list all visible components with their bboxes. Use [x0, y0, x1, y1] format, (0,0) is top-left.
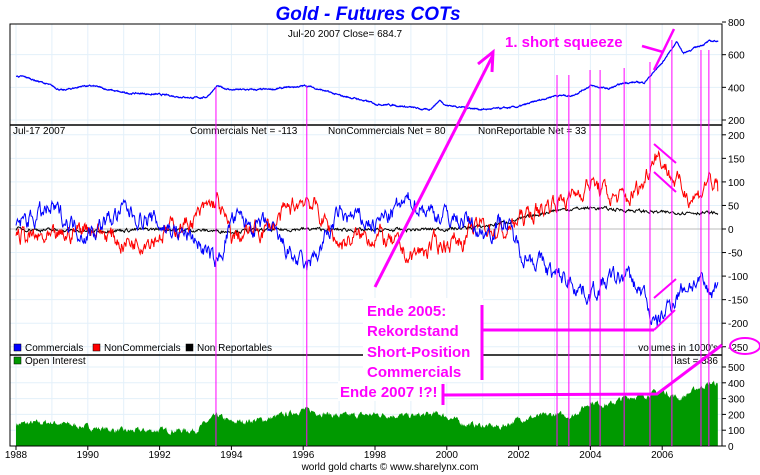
y-tick-label: 800: [728, 18, 745, 29]
y-tick-label: 600: [728, 51, 745, 62]
nonreportable-net: NonReportable Net = 33: [478, 126, 587, 137]
ende2005-line-4: Commercials: [367, 364, 461, 381]
y-tick-label: 0: [728, 442, 734, 453]
y-tick-label: 50: [728, 201, 740, 212]
squeeze-pointer: [641, 44, 664, 54]
noncommercials-net: NonCommercials Net = 80: [328, 126, 446, 137]
x-tick-label: 1998: [364, 450, 387, 461]
y-tick-label: -150: [728, 296, 748, 307]
marker-lines: [215, 40, 710, 446]
legend-swatch-nonreportables: [185, 343, 194, 352]
x-tick-label: 1994: [220, 450, 243, 461]
ende2005-box: [363, 298, 483, 382]
annotations: 1. short squeeze Ende 2005: Rekordstand …: [215, 28, 760, 446]
y-tick-label: 150: [728, 154, 745, 165]
y-tick-label: 200: [728, 131, 745, 142]
x-tick-label: 2004: [579, 450, 602, 461]
minus-250-highlight: [729, 337, 760, 355]
x-tick-label: 2000: [436, 450, 459, 461]
blue-wedge-top: [653, 278, 677, 299]
nonreportables-line: [15, 205, 719, 235]
short-squeeze-label: 1. short squeeze: [505, 34, 623, 51]
y-tick-label: -100: [728, 272, 748, 283]
y-tick-label: 100: [728, 178, 745, 189]
open-interest-area: [16, 380, 718, 446]
legend-swatch-commercials: [13, 343, 22, 352]
commercials-net: Commercials Net = -113: [190, 126, 298, 137]
y-tick-label: -50: [728, 249, 743, 260]
legend-label-noncommercials: NonCommercials: [104, 343, 181, 354]
blue-wedge-bottom: [653, 309, 676, 331]
x-tick-label: 1988: [5, 450, 28, 461]
x-tick-label: 1996: [292, 450, 315, 461]
x-tick-label: 1992: [148, 450, 171, 461]
legend-swatch-open-interest: [13, 356, 22, 365]
chart-footer: world gold charts © www.sharelynx.com: [301, 462, 479, 473]
red-wedge-top: [653, 143, 677, 164]
cot-date: Jul-17 2007: [13, 126, 66, 137]
y-tick-label: 200: [728, 410, 745, 421]
ende2007-box: [338, 381, 442, 401]
plot-frame: [9, 23, 723, 447]
squeeze-arrow-head: [477, 48, 495, 73]
price-header: Jul-20 2007 Close= 684.7: [288, 29, 403, 40]
commercials-line: [15, 192, 719, 327]
y-tick-label: -200: [728, 319, 748, 330]
legend-label-commercials: Commercials: [25, 343, 83, 354]
y-tick-label: 300: [728, 395, 745, 406]
legend-swatch-noncommercials: [92, 343, 101, 352]
ende2007-label: Ende 2007 !?!: [340, 384, 438, 401]
legend-label-open-interest: Open Interest: [25, 356, 86, 367]
y-tick-label: 0: [728, 225, 734, 236]
legend-label-nonreportables: Non Reportables: [197, 343, 272, 354]
cot-legend: Commercials NonCommercials Non Reportabl…: [13, 343, 272, 354]
ende2005-line-3: Short-Position: [367, 344, 470, 361]
squeeze-pointer-2: [652, 28, 676, 71]
y-tick-label: 400: [728, 379, 745, 390]
x-tick-label: 2002: [507, 450, 530, 461]
noncommercials-line: [15, 149, 719, 264]
y-tick-label: 100: [728, 426, 745, 437]
y-tick-label: 200: [728, 116, 745, 127]
open-interest-last: last = 386: [674, 356, 718, 367]
chart-title: Gold - Futures COTs: [275, 4, 460, 25]
y-tick-label: 500: [728, 363, 745, 374]
volume-units: volumes in 1000's: [638, 343, 718, 354]
x-tick-label: 2006: [651, 450, 674, 461]
red-wedge-bottom: [653, 171, 677, 193]
tick-labels: 1988 1990 1992 1994 1996 1998 2000 2002 2004 2006…: [5, 18, 749, 461]
y-tick-label: 400: [728, 83, 745, 94]
ende2005-line-2: Rekordstand: [367, 323, 459, 340]
gold-price-line: [16, 39, 719, 111]
y-tick-label: -250: [728, 343, 748, 354]
series-layer: [15, 39, 719, 446]
ende2007-pointer: [442, 343, 723, 397]
x-tick-label: 1990: [77, 450, 100, 461]
squeeze-arrow: [373, 54, 495, 288]
ende2005-line-1: Ende 2005:: [367, 303, 446, 320]
